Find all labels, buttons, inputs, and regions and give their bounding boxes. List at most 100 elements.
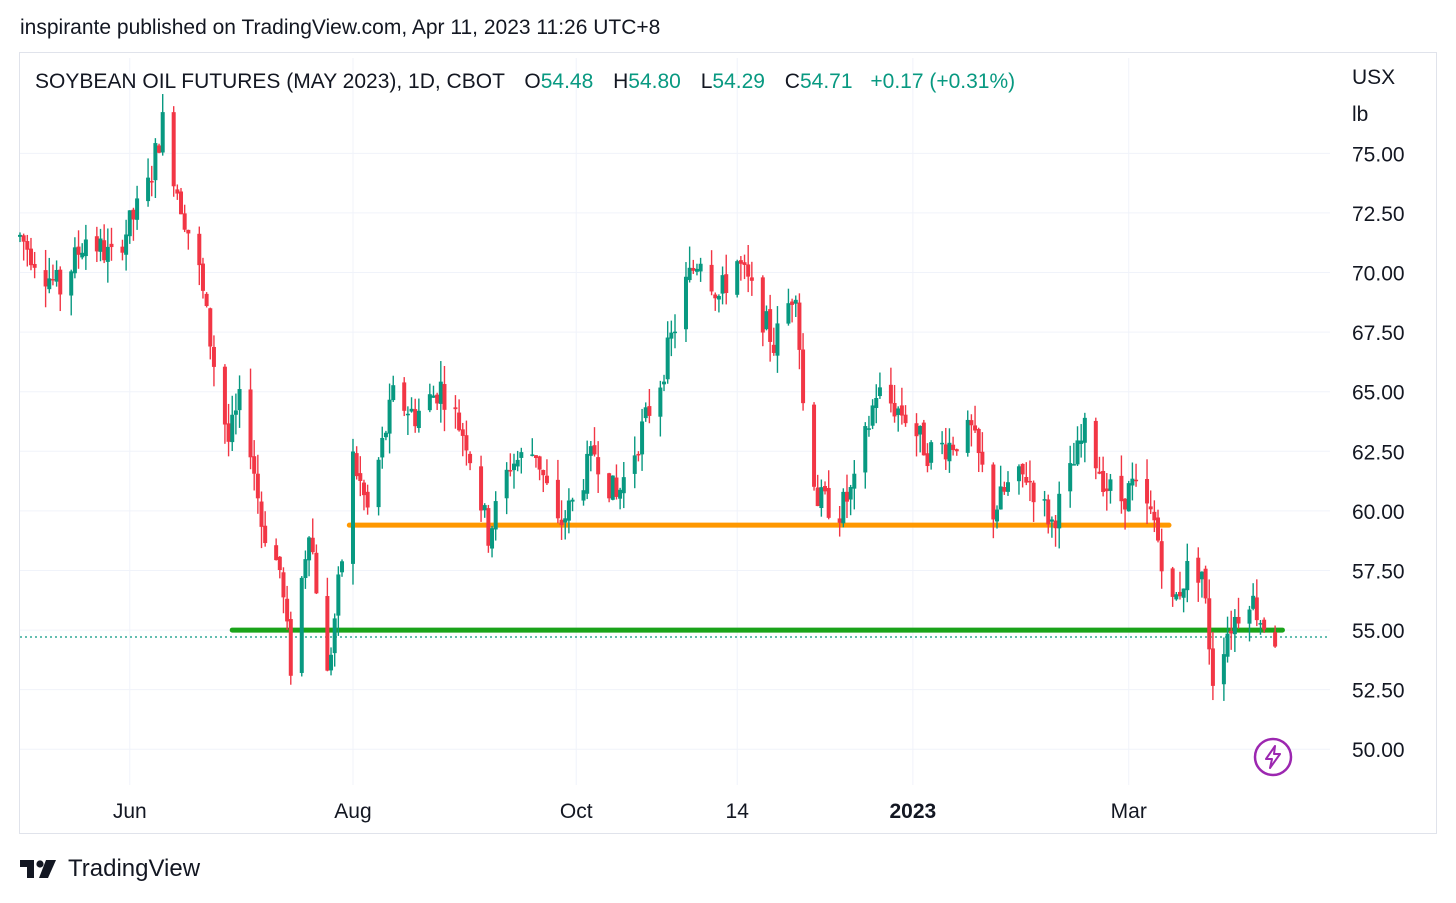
candle xyxy=(486,504,491,553)
candle xyxy=(1068,445,1073,508)
candle xyxy=(775,306,780,373)
candle xyxy=(1199,571,1204,598)
candle-body xyxy=(914,423,919,437)
candle-body xyxy=(566,500,571,521)
candle xyxy=(1174,591,1179,601)
candle xyxy=(1148,490,1153,515)
candle xyxy=(376,457,381,516)
candle-body xyxy=(618,489,623,499)
ohlc-legend: SOYBEAN OIL FUTURES (MAY 2023), 1D, CBOT… xyxy=(35,70,1015,94)
candle xyxy=(643,402,648,422)
candle-body xyxy=(28,248,33,266)
candle xyxy=(233,393,238,435)
candle xyxy=(1262,617,1267,633)
candle xyxy=(285,585,290,630)
candle xyxy=(332,613,337,667)
candle-body xyxy=(837,518,842,523)
candle xyxy=(1152,500,1157,533)
candle-body xyxy=(746,264,751,277)
price-tick-label: 70.00 xyxy=(1352,263,1405,286)
candle-body xyxy=(1024,476,1029,483)
candle xyxy=(925,443,930,473)
candle-body xyxy=(208,308,213,347)
candle-body xyxy=(1097,471,1102,474)
candle-body xyxy=(735,261,740,295)
candle xyxy=(1225,616,1230,663)
candle xyxy=(1082,412,1087,463)
candle xyxy=(1247,605,1252,642)
candle xyxy=(365,484,370,515)
candle xyxy=(146,158,151,207)
candle-body xyxy=(793,299,798,304)
candle-body xyxy=(1027,480,1032,483)
candle-body xyxy=(541,469,546,476)
candle xyxy=(329,647,334,676)
candle xyxy=(559,500,564,540)
candle xyxy=(771,327,776,356)
price-unit-line2: lb xyxy=(1352,103,1369,126)
candle xyxy=(874,384,879,424)
candle xyxy=(683,262,688,343)
candle xyxy=(940,431,945,455)
candle-body xyxy=(658,387,663,417)
candle-body xyxy=(230,414,235,443)
candle-body xyxy=(131,209,136,220)
candle-body xyxy=(790,301,795,305)
candle xyxy=(819,479,824,517)
candle xyxy=(662,374,667,392)
change-value: +0.17 (+0.31%) xyxy=(870,70,1016,93)
candle-body xyxy=(1273,632,1278,647)
candle xyxy=(768,294,773,362)
candle-body xyxy=(255,473,260,499)
candle-body xyxy=(431,395,436,398)
candle-body xyxy=(764,311,769,330)
candle-body xyxy=(1126,483,1131,512)
candle xyxy=(453,395,458,429)
candle xyxy=(914,413,919,457)
candle xyxy=(303,550,308,589)
candle xyxy=(340,559,345,577)
lightning-bolt-icon[interactable] xyxy=(1253,737,1293,777)
candle-body xyxy=(427,394,432,411)
candle-body xyxy=(442,384,447,410)
candle xyxy=(709,250,714,296)
tradingview-logo[interactable]: TradingView xyxy=(20,855,200,883)
candle-body xyxy=(25,241,30,250)
candle-body xyxy=(1148,506,1153,510)
candle xyxy=(160,94,165,156)
candle-body xyxy=(537,456,542,470)
candle-body xyxy=(643,407,648,419)
candle-body xyxy=(662,381,667,385)
candle xyxy=(976,427,981,473)
candle xyxy=(866,415,871,437)
chart-frame[interactable] xyxy=(19,52,1437,834)
candle-body xyxy=(969,420,974,426)
candle xyxy=(310,518,315,555)
candle xyxy=(621,461,626,509)
candle xyxy=(742,254,747,280)
candle-body xyxy=(361,482,366,496)
published-byline: inspirante published on TradingView.com,… xyxy=(20,16,661,39)
candle xyxy=(899,387,904,425)
candle xyxy=(314,544,319,595)
candle xyxy=(614,464,619,500)
candle-body xyxy=(486,508,491,546)
candle-body xyxy=(640,421,645,455)
candle xyxy=(823,481,828,495)
candle xyxy=(307,536,312,577)
candle xyxy=(1020,463,1025,488)
candle xyxy=(588,440,593,472)
candle xyxy=(1079,424,1084,458)
price-tick-label: 75.00 xyxy=(1352,143,1405,166)
candle xyxy=(186,229,191,250)
candle xyxy=(25,234,30,267)
candle xyxy=(1145,459,1150,525)
candle-body xyxy=(892,402,897,417)
open-label: O xyxy=(524,70,541,93)
candle-body xyxy=(274,545,279,561)
candle-body xyxy=(954,449,959,452)
candle-body xyxy=(673,331,677,334)
symbol-title: SOYBEAN OIL FUTURES (MAY 2023), 1D, CBOT xyxy=(35,70,505,93)
candle xyxy=(658,380,663,437)
